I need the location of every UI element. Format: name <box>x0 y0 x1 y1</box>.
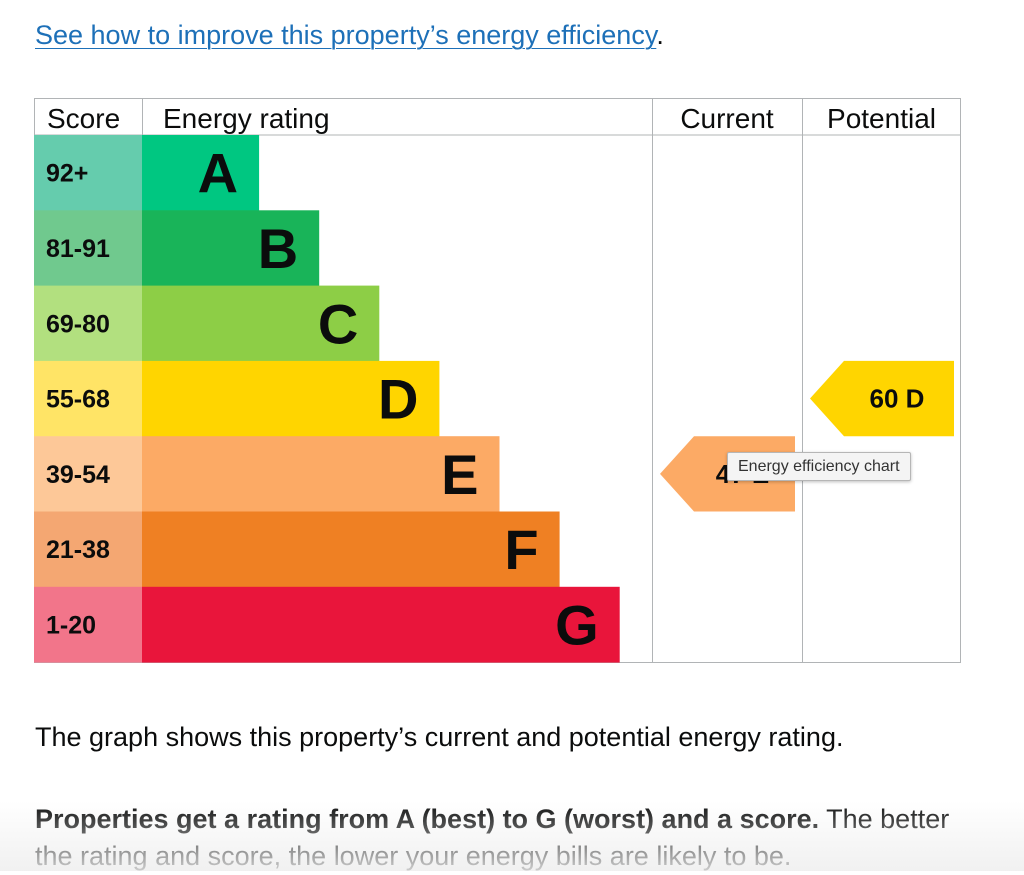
header-energy-rating: Energy rating <box>163 103 330 134</box>
rating-bar-c <box>142 285 380 362</box>
rating-bar-d <box>142 360 440 437</box>
score-range-f: 21-38 <box>46 536 110 564</box>
score-cell-d <box>34 360 142 437</box>
rating-letter-f: F <box>504 518 538 581</box>
rating-explanation-text: Properties get a rating from A (best) to… <box>35 801 975 875</box>
score-cell-f <box>34 511 142 588</box>
rating-bar-g <box>142 586 620 663</box>
score-cell-e <box>34 436 142 512</box>
score-range-g: 1-20 <box>46 611 96 639</box>
rating-letter-g: G <box>555 593 599 656</box>
improve-efficiency-link[interactable]: See how to improve this property’s energ… <box>35 20 657 50</box>
score-range-b: 81-91 <box>46 235 110 263</box>
rating-letter-c: C <box>318 292 358 355</box>
rating-bar-a <box>142 135 260 211</box>
improve-efficiency-line: See how to improve this property’s energ… <box>35 16 664 54</box>
score-cell-g <box>34 586 142 663</box>
rating-letter-a: A <box>198 142 238 205</box>
rating-explanation-bold: Properties get a rating from A (best) to… <box>35 804 820 834</box>
rating-letter-b: B <box>258 217 298 280</box>
link-trailing-period: . <box>656 20 664 50</box>
potential-rating-label: 60 D <box>870 384 925 414</box>
score-range-e: 39-54 <box>46 461 110 489</box>
potential-arrow <box>810 360 954 437</box>
rating-bar-b <box>142 210 320 287</box>
score-cell-c <box>34 285 142 362</box>
score-range-d: 55-68 <box>46 386 110 414</box>
chart-tooltip: Energy efficiency chart <box>727 452 911 481</box>
rating-bar-e <box>142 436 500 512</box>
score-cell-a <box>34 135 142 211</box>
energy-efficiency-chart: Score Energy rating Current Potential 92+ A 81… <box>34 98 961 663</box>
graph-explanation-text: The graph shows this property’s current … <box>35 722 844 752</box>
score-range-a: 92+ <box>46 160 88 188</box>
energy-efficiency-chart-svg: Score Energy rating Current Potential 92+ A 81… <box>34 98 961 663</box>
score-cell-b <box>34 210 142 287</box>
header-current: Current <box>680 103 774 134</box>
header-potential: Potential <box>827 103 936 134</box>
rating-letter-d: D <box>378 368 418 431</box>
score-range-c: 69-80 <box>46 310 110 338</box>
header-score: Score <box>47 103 120 134</box>
rating-letter-e: E <box>441 443 478 506</box>
rating-bar-f <box>142 511 560 588</box>
